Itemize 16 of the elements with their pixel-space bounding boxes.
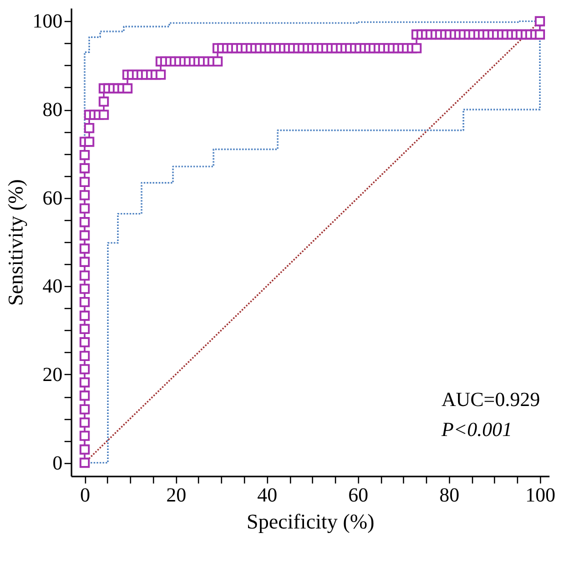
x-axis-title: Specificity (%) [246,510,374,534]
y-tick-label: 20 [42,364,62,386]
x-tick-label: 20 [166,484,186,506]
x-tick-label: 40 [257,484,278,506]
y-tick-label: 60 [42,187,62,210]
annotation: P<0.001 [440,419,512,441]
annotation: AUC=0.929 [441,389,540,411]
y-tick-label: 40 [42,276,62,298]
x-tick-label: 100 [525,484,556,506]
x-tick-label: 80 [439,484,460,506]
x-tick-label: 60 [348,484,368,506]
x-tick-label: 0 [80,484,90,506]
y-tick-label: 80 [42,99,62,122]
y-axis-title: Sensitivity (%) [4,179,28,306]
y-tick-label: 100 [32,10,62,33]
y-tick-label: 0 [52,452,62,474]
